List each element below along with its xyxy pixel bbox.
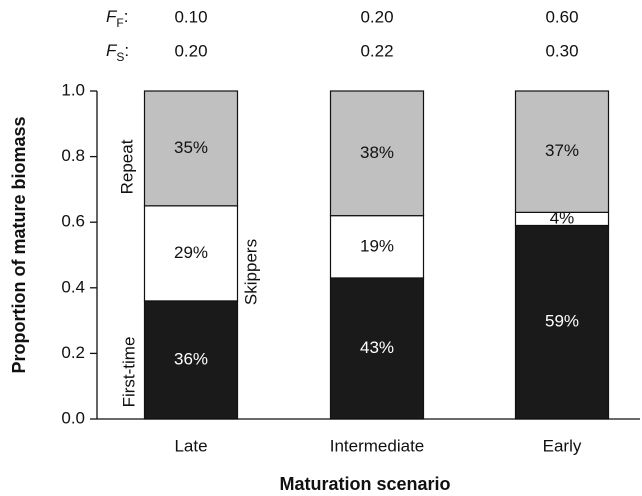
x-axis-title: Maturation scenario — [279, 474, 450, 494]
x-tick-label: Early — [543, 436, 582, 455]
parameter-value: 0.20 — [360, 7, 393, 26]
value-label: 59% — [545, 312, 579, 331]
value-label: 36% — [174, 349, 208, 368]
parameter-label: FF: — [106, 7, 128, 30]
value-label: 38% — [360, 143, 394, 162]
value-label: 43% — [360, 338, 394, 357]
y-tick-label: 0.4 — [61, 277, 85, 296]
series-label: Repeat — [117, 139, 136, 194]
x-tick-label: Intermediate — [330, 436, 425, 455]
y-tick-label: 0.2 — [61, 343, 85, 362]
parameter-value: 0.30 — [545, 41, 578, 60]
bar-segment — [143, 90, 239, 207]
y-tick-label: 0.8 — [61, 146, 85, 165]
value-label: 35% — [174, 138, 208, 157]
y-tick-label: 0.6 — [61, 212, 85, 231]
y-axis-title: Proportion of mature biomass — [9, 116, 29, 373]
parameter-suffix: : — [124, 7, 129, 26]
value-label: 37% — [545, 141, 579, 160]
x-tick-label: Late — [174, 436, 207, 455]
value-label: 4% — [550, 208, 575, 227]
series-label: Skippers — [241, 239, 260, 305]
y-tick-label: 0.0 — [61, 408, 85, 427]
parameter-symbol: F — [106, 41, 118, 60]
bar-segment — [514, 90, 610, 213]
value-label: 19% — [360, 236, 394, 255]
value-label: 29% — [174, 243, 208, 262]
parameter-subscript: S — [116, 50, 124, 64]
parameter-label: FS: — [106, 41, 129, 64]
parameter-value: 0.10 — [174, 7, 207, 26]
parameter-value: 0.22 — [360, 41, 393, 60]
series-label: First-time — [119, 337, 138, 408]
parameter-suffix: : — [124, 41, 129, 60]
parameter-subscript: F — [116, 16, 123, 30]
parameter-symbol: F — [106, 7, 118, 26]
parameter-value: 0.20 — [174, 41, 207, 60]
parameter-value: 0.60 — [545, 7, 578, 26]
bar-segment — [329, 215, 425, 279]
bar-segment — [329, 90, 425, 217]
y-tick-label: 1.0 — [61, 80, 85, 99]
bar-segment — [514, 224, 610, 420]
bar-segment — [143, 205, 239, 302]
